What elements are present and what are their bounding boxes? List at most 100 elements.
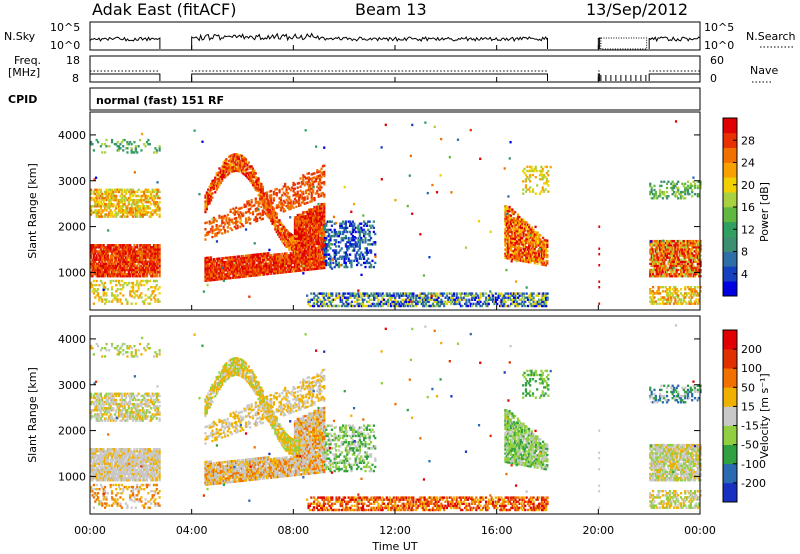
power-cell (105, 194, 108, 198)
power-cell (299, 240, 302, 243)
nsearch-label: N.Search (746, 30, 796, 43)
power-cell (112, 196, 115, 200)
power-cell (496, 296, 499, 299)
power-cell (260, 271, 263, 274)
power-cell (295, 218, 298, 221)
power-cell (535, 251, 538, 255)
power-cell (99, 256, 102, 259)
power-cell (335, 239, 338, 242)
power-cell (113, 143, 116, 146)
power-cell (95, 194, 98, 198)
power-cell (522, 257, 525, 261)
power-cell (394, 298, 397, 302)
power-cell (296, 269, 299, 273)
power-cell (525, 260, 528, 263)
power-cell (145, 268, 149, 272)
power-cell (129, 188, 132, 192)
power-cell (395, 304, 398, 308)
power-cell (282, 231, 285, 235)
power-cell (95, 250, 98, 253)
power-cell (532, 243, 535, 246)
power-cell (320, 267, 323, 270)
power-cell (333, 257, 336, 260)
power-cell (130, 246, 133, 249)
power-cell (261, 203, 264, 206)
power-cell (226, 266, 229, 270)
power-cell (540, 294, 544, 297)
power-cell (525, 296, 528, 299)
power-cell (319, 215, 322, 219)
power-cell (296, 228, 299, 231)
power-cell (335, 249, 338, 252)
power-cell (525, 250, 528, 253)
power-cell (321, 219, 324, 222)
power-cell (102, 248, 105, 251)
power-cell (325, 247, 328, 250)
power-cell (320, 217, 323, 220)
power-cell (260, 254, 263, 258)
power-cell (124, 215, 128, 218)
power-cell (254, 220, 257, 223)
power-cell (108, 207, 111, 210)
power-cell (228, 159, 231, 163)
power-cell (127, 211, 130, 214)
power-cell (279, 265, 283, 268)
power-cell (359, 292, 362, 295)
power-cell (205, 273, 208, 276)
power-cell (514, 235, 517, 239)
power-cell (209, 278, 213, 282)
power-cell (256, 180, 259, 184)
power-cell (254, 188, 257, 192)
power-cell (529, 236, 532, 239)
power-cell (291, 266, 294, 269)
power-cell (452, 292, 456, 295)
power-cell (505, 211, 508, 214)
power-cell (370, 294, 373, 297)
power-cell (533, 247, 536, 250)
power-cell (319, 250, 322, 254)
power-cell (299, 215, 302, 219)
power-cell (95, 198, 98, 202)
power-cell (109, 262, 112, 266)
power-cell (150, 286, 153, 289)
power-cell (250, 165, 253, 168)
power-cell (302, 240, 305, 243)
power-cell (361, 228, 364, 232)
power-cell (537, 242, 541, 245)
power-cell (143, 283, 146, 287)
power-cell (321, 302, 324, 306)
power-cell (516, 219, 520, 223)
power-cell (298, 261, 301, 264)
power-cell (323, 226, 327, 230)
power-cell (133, 256, 136, 259)
power-cell (109, 248, 112, 251)
nsearch-tick-top: 10^5 (704, 21, 734, 34)
power-cell (219, 181, 222, 185)
power-cell (313, 216, 316, 219)
power-cell (516, 213, 520, 216)
power-cell (512, 218, 515, 222)
power-cell (306, 258, 309, 261)
power-cell (226, 162, 229, 166)
power-cell (127, 270, 130, 274)
power-cell (321, 171, 324, 174)
power-cell (313, 257, 316, 260)
power-cell (536, 233, 539, 236)
power-cell (253, 173, 256, 177)
power-cell (275, 206, 278, 209)
power-cell (532, 249, 535, 252)
power-cell (302, 227, 305, 231)
power-cell (230, 160, 234, 163)
power-cell (94, 244, 97, 247)
power-cell (96, 192, 100, 196)
power-cell (292, 190, 295, 193)
power-cell (141, 250, 144, 253)
power-cell (542, 244, 545, 248)
power-cell (129, 260, 132, 263)
power-cell (115, 215, 118, 218)
power-cell (505, 217, 508, 221)
power-cell (133, 264, 136, 268)
power-cell (240, 165, 243, 168)
power-cell (96, 288, 100, 291)
power-cell (144, 298, 147, 301)
